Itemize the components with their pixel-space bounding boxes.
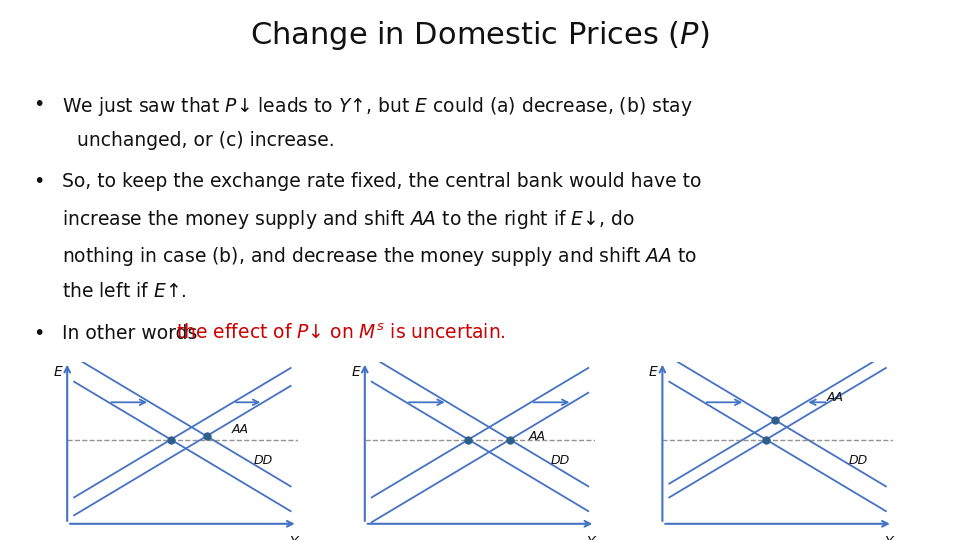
Text: So, to keep the exchange rate fixed, the central bank would have to: So, to keep the exchange rate fixed, the…	[62, 172, 702, 191]
Text: DD: DD	[253, 454, 273, 467]
Text: Change in Domestic Prices ($P$): Change in Domestic Prices ($P$)	[251, 19, 709, 52]
Text: Y: Y	[884, 535, 893, 540]
Text: •: •	[34, 324, 45, 343]
Text: AA: AA	[827, 391, 844, 404]
Text: DD: DD	[551, 454, 570, 467]
Text: Y: Y	[289, 535, 298, 540]
Text: •: •	[34, 172, 45, 191]
Text: •: •	[34, 94, 45, 113]
Text: E: E	[54, 365, 62, 379]
Text: E: E	[351, 365, 360, 379]
Text: We just saw that $P$↓ leads to $Y$↑, but $E$ could (a) decrease, (b) stay: We just saw that $P$↓ leads to $Y$↑, but…	[62, 94, 693, 118]
Text: nothing in case (b), and decrease the money supply and shift $AA$ to: nothing in case (b), and decrease the mo…	[62, 245, 698, 268]
Text: increase the money supply and shift $AA$ to the right if $E$↓, do: increase the money supply and shift $AA$…	[62, 208, 636, 231]
Text: Y: Y	[587, 535, 595, 540]
Text: AA: AA	[529, 429, 546, 442]
Text: the effect of $P$↓ on $M^s$ is uncertain.: the effect of $P$↓ on $M^s$ is uncertain…	[176, 324, 506, 343]
Text: AA: AA	[231, 423, 249, 436]
Text: unchanged, or (c) increase.: unchanged, or (c) increase.	[77, 131, 334, 150]
Text: In other words: In other words	[62, 324, 204, 343]
Text: E: E	[649, 365, 658, 379]
Text: DD: DD	[849, 454, 868, 467]
Text: the left if $E$↑.: the left if $E$↑.	[62, 282, 187, 301]
